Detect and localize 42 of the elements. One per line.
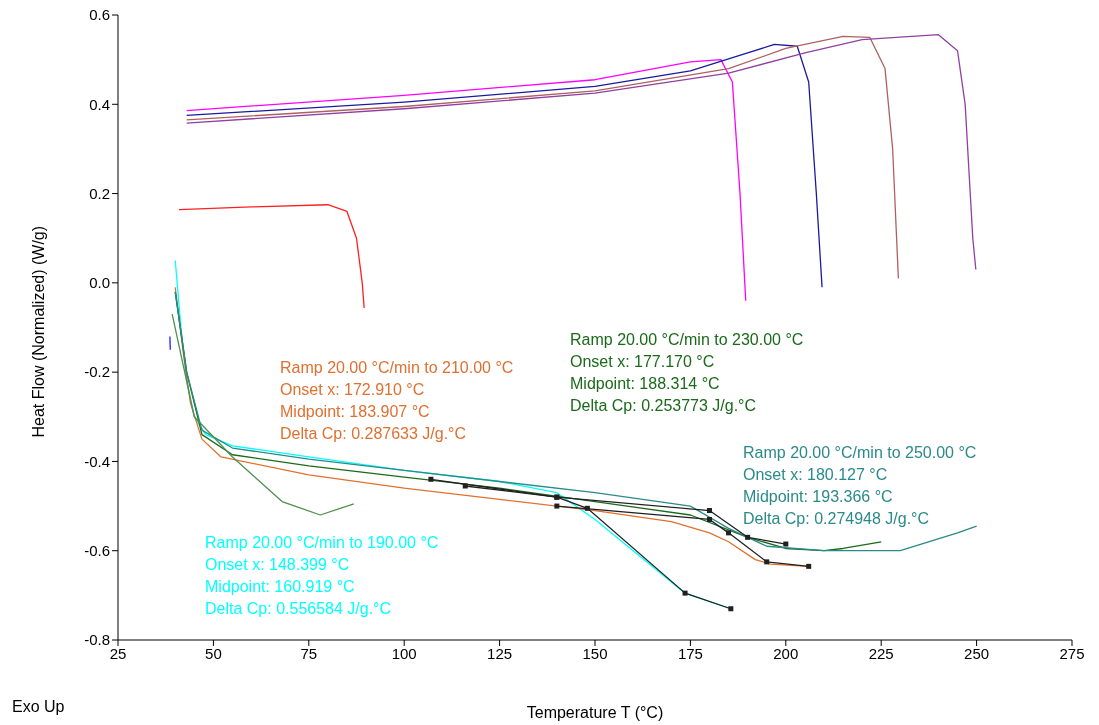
x-tick-label: 225 — [868, 644, 894, 662]
x-axis-title: Temperature T (°C) — [526, 704, 664, 721]
annotation: Ramp 20.00 °C/min to 210.00 °C Onset x: 172.910 °C Midpoint: 183.907 °C Delta Cp: 0.287633 J/g.°C — [280, 358, 514, 444]
x-tick-label: 150 — [582, 644, 608, 662]
y-axis-title: Heat Flow (Normalized) (W/g) — [29, 225, 47, 438]
y-tick-label: 0.6 — [89, 6, 110, 24]
point — [706, 516, 712, 522]
annotation: Ramp 20.00 °C/min to 230.00 °C Onset x: 177.170 °C Midpoint: 188.314 °C Delta Cp: 0.253773 J/g.°C — [570, 330, 804, 416]
line-series — [178, 204, 365, 309]
x-tick-label: 275 — [1059, 644, 1085, 662]
point — [584, 505, 590, 511]
y-tick-label: 0.4 — [89, 95, 110, 113]
x-tick-label: 75 — [300, 644, 318, 662]
point — [764, 559, 770, 565]
point — [745, 534, 751, 540]
x-tick-label: 250 — [964, 644, 990, 662]
point — [428, 476, 434, 482]
point — [728, 606, 734, 612]
point — [554, 503, 560, 509]
line-series — [186, 43, 823, 288]
point — [462, 483, 468, 489]
annotation: Ramp 20.00 °C/min to 250.00 °C Onset x: 180.127 °C Midpoint: 193.366 °C Delta Cp: 0.274948 J/g.°C — [743, 443, 977, 529]
x-tick-label: 50 — [205, 644, 222, 662]
annotation: Ramp 20.00 °C/min to 190.00 °C Onset x: 148.399 °C Midpoint: 160.919 °C Delta Cp: 0.556584 J/g.°C — [205, 533, 439, 619]
x-tick-label: 200 — [773, 644, 799, 662]
x-tick-label: 25 — [109, 644, 127, 662]
y-tick-label: 0.2 — [89, 184, 110, 202]
x-tick-label: 125 — [487, 644, 513, 662]
point — [706, 508, 712, 514]
point — [682, 590, 688, 596]
y-tick-label: -0.4 — [84, 452, 110, 470]
y-tick-label: -0.8 — [84, 631, 110, 649]
y-tick-label: -0.2 — [84, 363, 110, 381]
y-tick-label: 0.0 — [89, 274, 110, 292]
text: Exo Up — [12, 697, 65, 717]
x-tick-label: 100 — [391, 644, 417, 662]
point — [783, 541, 789, 547]
point — [726, 530, 732, 536]
point — [806, 563, 812, 569]
x-tick-label: 175 — [677, 644, 703, 662]
y-tick-label: -0.6 — [84, 542, 110, 560]
line-series — [186, 58, 747, 302]
